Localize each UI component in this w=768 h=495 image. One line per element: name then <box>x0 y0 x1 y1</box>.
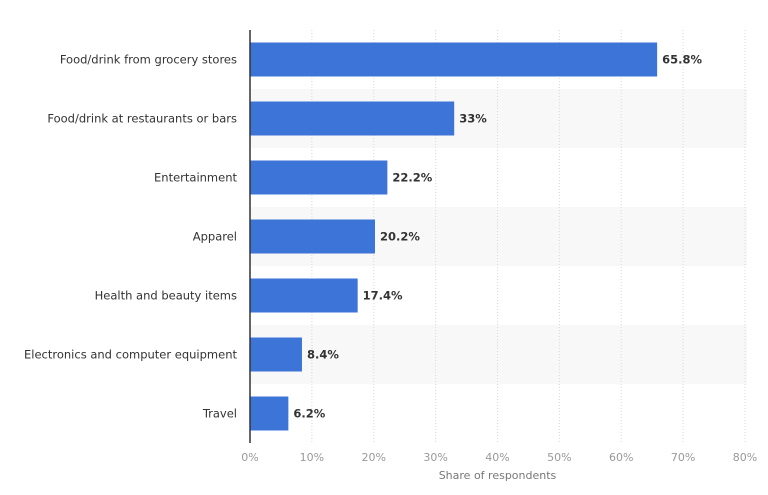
x-tick-label: 20% <box>362 451 386 464</box>
bar-data-label: 17.4% <box>363 289 403 303</box>
category-label: Electronics and computer equipment <box>24 348 237 362</box>
x-tick-label: 80% <box>733 451 757 464</box>
bar <box>250 160 388 195</box>
bar <box>250 101 455 136</box>
bar-data-label: 65.8% <box>662 53 702 67</box>
x-tick-label: 70% <box>671 451 695 464</box>
x-tick-label: 40% <box>485 451 509 464</box>
x-axis-title: Share of respondents <box>439 469 557 482</box>
category-label: Health and beauty items <box>95 289 237 303</box>
category-label: Entertainment <box>154 171 237 185</box>
row-band <box>250 325 747 384</box>
bar <box>250 42 658 77</box>
category-label: Apparel <box>193 230 237 244</box>
bar <box>250 278 358 313</box>
bar-data-label: 20.2% <box>380 230 420 244</box>
bar-data-label: 6.2% <box>293 407 325 421</box>
x-tick-label: 0% <box>241 451 258 464</box>
x-tick-label: 10% <box>300 451 324 464</box>
bar-data-label: 33% <box>459 112 487 126</box>
category-label: Food/drink at restaurants or bars <box>47 112 237 126</box>
x-tick-label: 60% <box>609 451 633 464</box>
category-label: Food/drink from grocery stores <box>60 53 237 67</box>
x-tick-label: 30% <box>423 451 447 464</box>
x-tick-label: 50% <box>547 451 571 464</box>
bar-data-label: 8.4% <box>307 348 339 362</box>
bar <box>250 396 289 431</box>
category-label: Travel <box>202 407 237 421</box>
bar <box>250 219 375 254</box>
bar <box>250 337 302 372</box>
bar-data-label: 22.2% <box>392 171 432 185</box>
